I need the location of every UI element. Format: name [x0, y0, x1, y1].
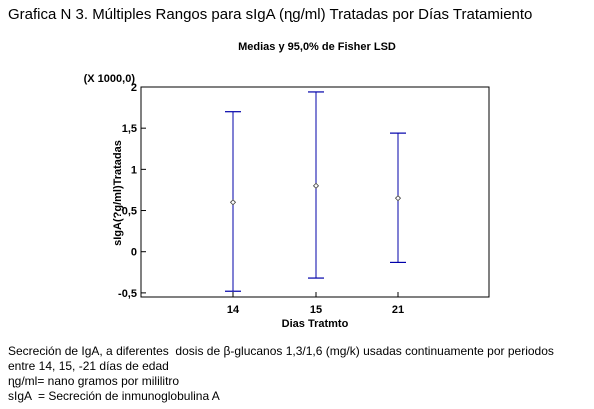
interval-chart: Medias y 95,0% de Fisher LSD (X 1000,0) …: [84, 41, 490, 330]
interval-15: [308, 91, 324, 279]
y-tick-label: 0: [131, 247, 137, 259]
x-tick-label: 21: [392, 304, 404, 316]
y-tick-label: 2: [131, 82, 137, 94]
x-axis-label: Dias Tratmto: [282, 318, 349, 330]
caption-line: entre 14, 15, -21 días de edad: [8, 359, 169, 373]
x-tick-label: 14: [227, 304, 240, 316]
caption-line: ɳg/ml= nano gramos por mililitro: [8, 374, 180, 388]
figure-caption: Secreción de IgA, a diferentes dosis de …: [8, 344, 592, 404]
figure-title: Grafica N 3. Múltiples Rangos para sIgA …: [8, 6, 533, 23]
y-axis-ticks: -0,5 0 0,5 1 1,5 2: [118, 82, 146, 300]
y-axis-label: sIgA(?g/ml)Tratadas: [112, 140, 124, 246]
y-tick-label: 1,5: [122, 123, 137, 135]
y-tick-label: 0,5: [122, 206, 137, 218]
chart-title: Medias y 95,0% de Fisher LSD: [238, 41, 396, 53]
mean-marker: [312, 182, 320, 189]
caption-line: Secreción de IgA, a diferentes dosis de …: [8, 344, 554, 358]
caption-line: sIgA = Secreción de inmunoglobulina A: [8, 389, 220, 403]
mean-marker: [229, 199, 237, 206]
y-tick-label: -0,5: [118, 288, 137, 300]
y-tick-label: 1: [131, 164, 137, 176]
interval-21: [390, 132, 406, 264]
y-scale-note: (X 1000,0): [84, 73, 136, 85]
plot-frame: [140, 86, 490, 298]
x-axis-ticks: 14 15 21: [227, 292, 404, 316]
x-tick-label: 15: [310, 304, 322, 316]
mean-marker: [394, 195, 402, 202]
interval-14: [225, 111, 241, 292]
interval-series: [225, 91, 406, 292]
